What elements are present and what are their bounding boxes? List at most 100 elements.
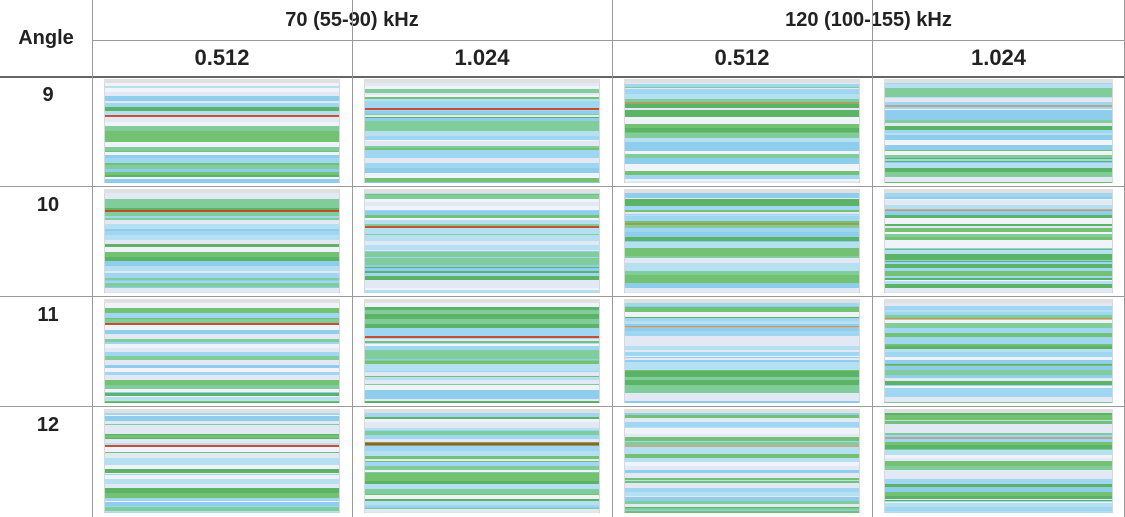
echogram-image <box>624 189 860 293</box>
stripe <box>885 226 1112 228</box>
stripe <box>365 499 599 501</box>
rule <box>0 186 1125 187</box>
stripe <box>885 302 1112 306</box>
window-bar <box>104 189 340 193</box>
stripe <box>105 313 339 318</box>
stripe <box>625 181 859 183</box>
stripe <box>105 396 339 397</box>
bottom-line <box>365 226 599 228</box>
stripe <box>105 330 339 334</box>
stripe <box>885 333 1112 337</box>
stripe <box>105 199 339 203</box>
stripe <box>885 501 1112 502</box>
stripe <box>365 211 599 215</box>
stripe <box>885 500 1112 501</box>
stripe <box>625 302 859 306</box>
stripe <box>105 88 339 92</box>
stripe <box>105 429 339 434</box>
stripe <box>105 380 339 385</box>
stripe <box>885 110 1112 115</box>
stripe <box>625 508 859 510</box>
window-bar <box>624 189 860 193</box>
stripe <box>885 421 1112 424</box>
stripe <box>885 281 1112 284</box>
stripe <box>885 182 1112 183</box>
stripe <box>105 165 339 169</box>
stripe <box>885 135 1112 140</box>
bottom-line <box>625 102 859 104</box>
stripe <box>885 398 1112 402</box>
stripe <box>625 433 859 434</box>
stripe <box>625 171 859 175</box>
stripe <box>885 228 1112 232</box>
bottom-line <box>625 326 859 328</box>
stripe <box>365 82 599 86</box>
stripe <box>105 425 339 429</box>
stripe <box>365 431 599 435</box>
echogram-image <box>884 409 1113 513</box>
stripe <box>105 179 339 183</box>
stripe <box>365 371 599 372</box>
stripe <box>885 218 1112 220</box>
stripe <box>625 481 859 483</box>
stripe <box>365 339 599 341</box>
stripe <box>105 152 339 155</box>
stripe <box>365 350 599 355</box>
stripe <box>365 115 599 117</box>
stripe <box>625 88 859 89</box>
stripe <box>365 413 599 417</box>
stripe <box>625 228 859 232</box>
stripe <box>105 261 339 263</box>
stripe <box>365 155 599 158</box>
stripe <box>105 117 339 122</box>
stripe <box>365 367 599 371</box>
stripe <box>885 346 1112 348</box>
stripe <box>365 199 599 202</box>
stripe <box>625 483 859 488</box>
stripe <box>885 397 1112 398</box>
stripe <box>885 93 1112 97</box>
stripe <box>105 352 339 356</box>
stripe <box>365 227 599 230</box>
bottom-line <box>105 210 339 212</box>
stripe <box>105 493 339 498</box>
stripe <box>105 229 339 231</box>
stripe <box>625 462 859 466</box>
bottom-line <box>365 443 599 445</box>
stripe <box>365 439 599 442</box>
stripe <box>625 374 859 377</box>
stripe <box>365 419 599 422</box>
stripe <box>105 192 339 195</box>
stripe <box>625 241 859 242</box>
stripe <box>365 230 599 234</box>
stripe <box>105 465 339 467</box>
stripe <box>365 303 599 307</box>
stripe <box>625 99 859 104</box>
stripe <box>105 287 339 288</box>
stripe <box>365 95 599 97</box>
stripe <box>365 131 599 136</box>
stripe <box>105 342 339 344</box>
stripe <box>625 391 859 393</box>
stripe <box>885 424 1112 429</box>
stripe <box>625 206 859 209</box>
bottom-line <box>885 209 1112 211</box>
stripe <box>625 318 859 321</box>
stripe <box>885 126 1112 130</box>
stripe <box>885 200 1112 205</box>
stripe <box>885 199 1112 200</box>
stripe <box>885 315 1112 318</box>
stripe <box>105 500 339 501</box>
stripe <box>885 386 1112 388</box>
stripe <box>885 378 1112 381</box>
stripe <box>365 93 599 95</box>
stripe <box>105 103 339 107</box>
echogram-image <box>884 189 1113 293</box>
stripe <box>625 358 859 360</box>
stripe <box>625 350 859 352</box>
stripe <box>885 116 1112 120</box>
echogram-image <box>624 409 860 513</box>
stripe <box>625 377 859 380</box>
stripe <box>625 328 859 331</box>
stripe <box>885 140 1112 145</box>
